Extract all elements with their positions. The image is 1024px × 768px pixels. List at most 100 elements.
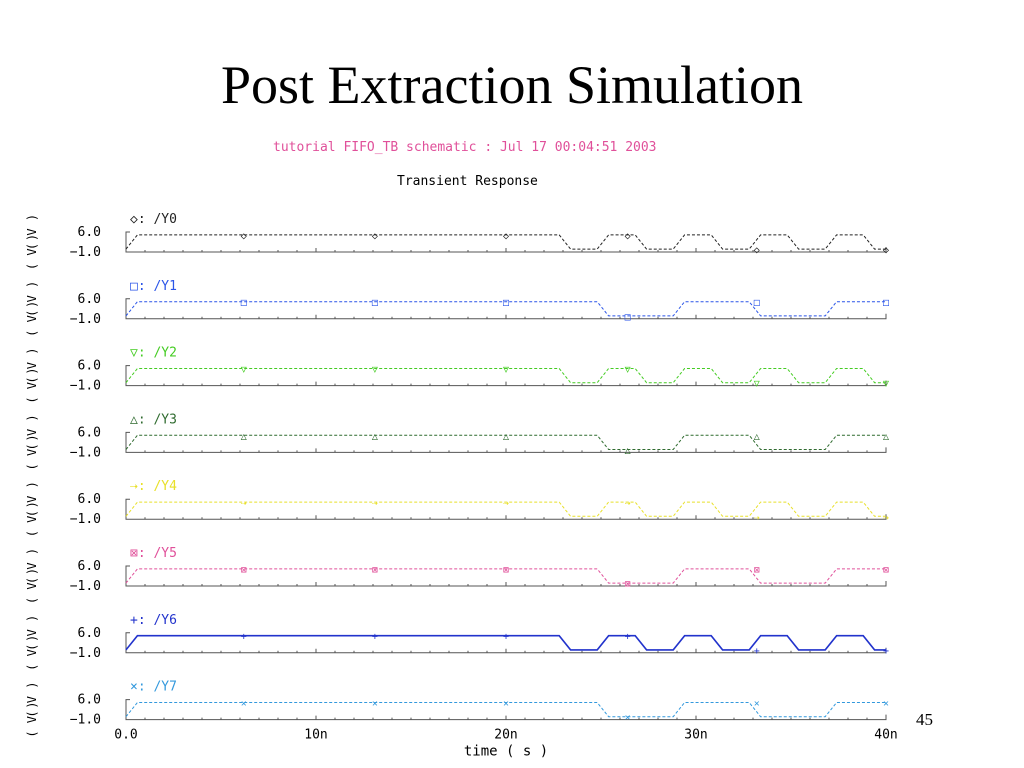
- x-tick-label: 10n: [304, 728, 327, 743]
- y-tick-label: 6.0: [78, 225, 101, 240]
- y-tick-label: 6.0: [78, 425, 101, 440]
- chart-title: Transient Response: [397, 174, 538, 189]
- data-point-marker: +: [625, 632, 631, 643]
- data-point-marker: ×: [241, 698, 247, 709]
- series-line: [125, 634, 886, 651]
- x-tick-label: 20n: [494, 728, 517, 743]
- series-label: +: /Y6: [130, 613, 177, 628]
- data-point-marker: ×: [503, 698, 509, 709]
- series-label: ⊠: /Y5: [130, 546, 177, 561]
- data-point-marker: △: [372, 431, 378, 442]
- series-label: △: /Y3: [130, 412, 177, 427]
- y-tick-label: 6.0: [78, 626, 101, 641]
- y-tick-label: 6.0: [78, 492, 101, 507]
- data-point-marker: △: [241, 431, 247, 442]
- data-point-marker: ⇢: [503, 498, 509, 509]
- y-axis-unit-label: ( V ): [25, 702, 39, 738]
- data-point-marker: ▽: [241, 364, 247, 375]
- data-point-marker: ⊠: [754, 565, 760, 576]
- data-point-marker: ⊠: [503, 565, 509, 576]
- chart-subtitle: tutorial FIFO_TB schematic : Jul 17 00:0…: [273, 140, 657, 155]
- y-tick-label: −1.0: [70, 713, 101, 728]
- data-point-marker: ◇: [754, 245, 760, 256]
- series-line: [125, 434, 886, 450]
- data-point-marker: ×: [883, 698, 889, 709]
- y-axis-unit-label: ( V ): [25, 234, 39, 270]
- data-point-marker: ▽: [883, 379, 889, 390]
- series-line: [125, 368, 886, 384]
- series-label: ⇢: /Y4: [130, 479, 177, 494]
- x-tick-label: 40n: [874, 728, 897, 743]
- y-tick-label: −1.0: [70, 312, 101, 327]
- data-point-marker: ⊠: [372, 565, 378, 576]
- data-point-marker: ◇: [241, 231, 247, 242]
- x-tick-label: 30n: [684, 728, 707, 743]
- data-point-marker: +: [372, 632, 378, 643]
- data-point-marker: □: [241, 298, 247, 309]
- data-point-marker: ◇: [503, 231, 509, 242]
- y-axis-unit-label: ( V ): [25, 501, 39, 537]
- data-point-marker: □: [754, 298, 760, 309]
- page-number: 45: [916, 710, 933, 729]
- y-axis-unit-label: ( V ): [25, 368, 39, 404]
- data-point-marker: ⇢: [883, 512, 889, 523]
- y-tick-label: 6.0: [78, 693, 101, 708]
- data-point-marker: ◇: [372, 231, 378, 242]
- y-tick-label: −1.0: [70, 512, 101, 527]
- series-label: ×: /Y7: [130, 680, 177, 695]
- data-point-marker: ⊠: [883, 565, 889, 576]
- data-point-marker: △: [625, 446, 631, 457]
- data-point-marker: □: [372, 298, 378, 309]
- data-point-marker: □: [503, 298, 509, 309]
- y-axis-label: ( V ): [25, 214, 39, 250]
- y-axis-unit-label: ( V ): [25, 635, 39, 671]
- x-axis-label: time ( s ): [464, 744, 548, 760]
- data-point-marker: △: [883, 431, 889, 442]
- y-tick-label: −1.0: [70, 646, 101, 661]
- data-point-marker: ⇢: [241, 498, 247, 509]
- data-point-marker: ⊠: [241, 565, 247, 576]
- y-axis-label: ( V ): [25, 348, 39, 384]
- data-point-marker: □: [883, 298, 889, 309]
- data-point-marker: □: [625, 312, 631, 323]
- data-point-marker: ▽: [372, 364, 378, 375]
- y-tick-label: 6.0: [78, 559, 101, 574]
- data-point-marker: +: [883, 646, 889, 657]
- data-point-marker: ◇: [883, 245, 889, 256]
- y-axis-label: ( V ): [25, 682, 39, 718]
- series-label: ▽: /Y2: [130, 346, 177, 361]
- data-point-marker: ×: [372, 698, 378, 709]
- series-line: [125, 568, 886, 584]
- slide-title: Post Extraction Simulation: [221, 55, 803, 115]
- series-label: □: /Y1: [130, 279, 177, 294]
- data-point-marker: ▽: [754, 379, 760, 390]
- data-point-marker: ⊠: [625, 579, 631, 590]
- data-point-marker: ▽: [625, 364, 631, 375]
- data-point-marker: +: [241, 632, 247, 643]
- y-tick-label: −1.0: [70, 379, 101, 394]
- data-point-marker: +: [754, 646, 760, 657]
- data-point-marker: +: [503, 632, 509, 643]
- y-axis-label: ( V ): [25, 481, 39, 517]
- series-label: ◇: /Y0: [130, 212, 177, 227]
- data-point-marker: ⇢: [625, 498, 631, 509]
- y-axis-label: ( V ): [25, 281, 39, 317]
- y-tick-label: −1.0: [70, 245, 101, 260]
- y-tick-label: 6.0: [78, 359, 101, 374]
- y-axis-label: ( V ): [25, 548, 39, 584]
- series-line: [125, 301, 886, 317]
- y-axis-unit-label: ( V ): [25, 301, 39, 337]
- y-axis-unit-label: ( V ): [25, 568, 39, 604]
- series-line: [125, 702, 886, 718]
- y-axis-label: ( V ): [25, 615, 39, 651]
- data-point-marker: ×: [754, 698, 760, 709]
- x-tick-label: 0.0: [114, 728, 137, 743]
- data-point-marker: △: [503, 431, 509, 442]
- data-point-marker: ◇: [625, 231, 631, 242]
- data-point-marker: ⇢: [754, 512, 760, 523]
- y-axis-unit-label: ( V ): [25, 434, 39, 470]
- y-tick-label: 6.0: [78, 292, 101, 307]
- data-point-marker: ×: [625, 713, 631, 724]
- data-point-marker: ▽: [503, 364, 509, 375]
